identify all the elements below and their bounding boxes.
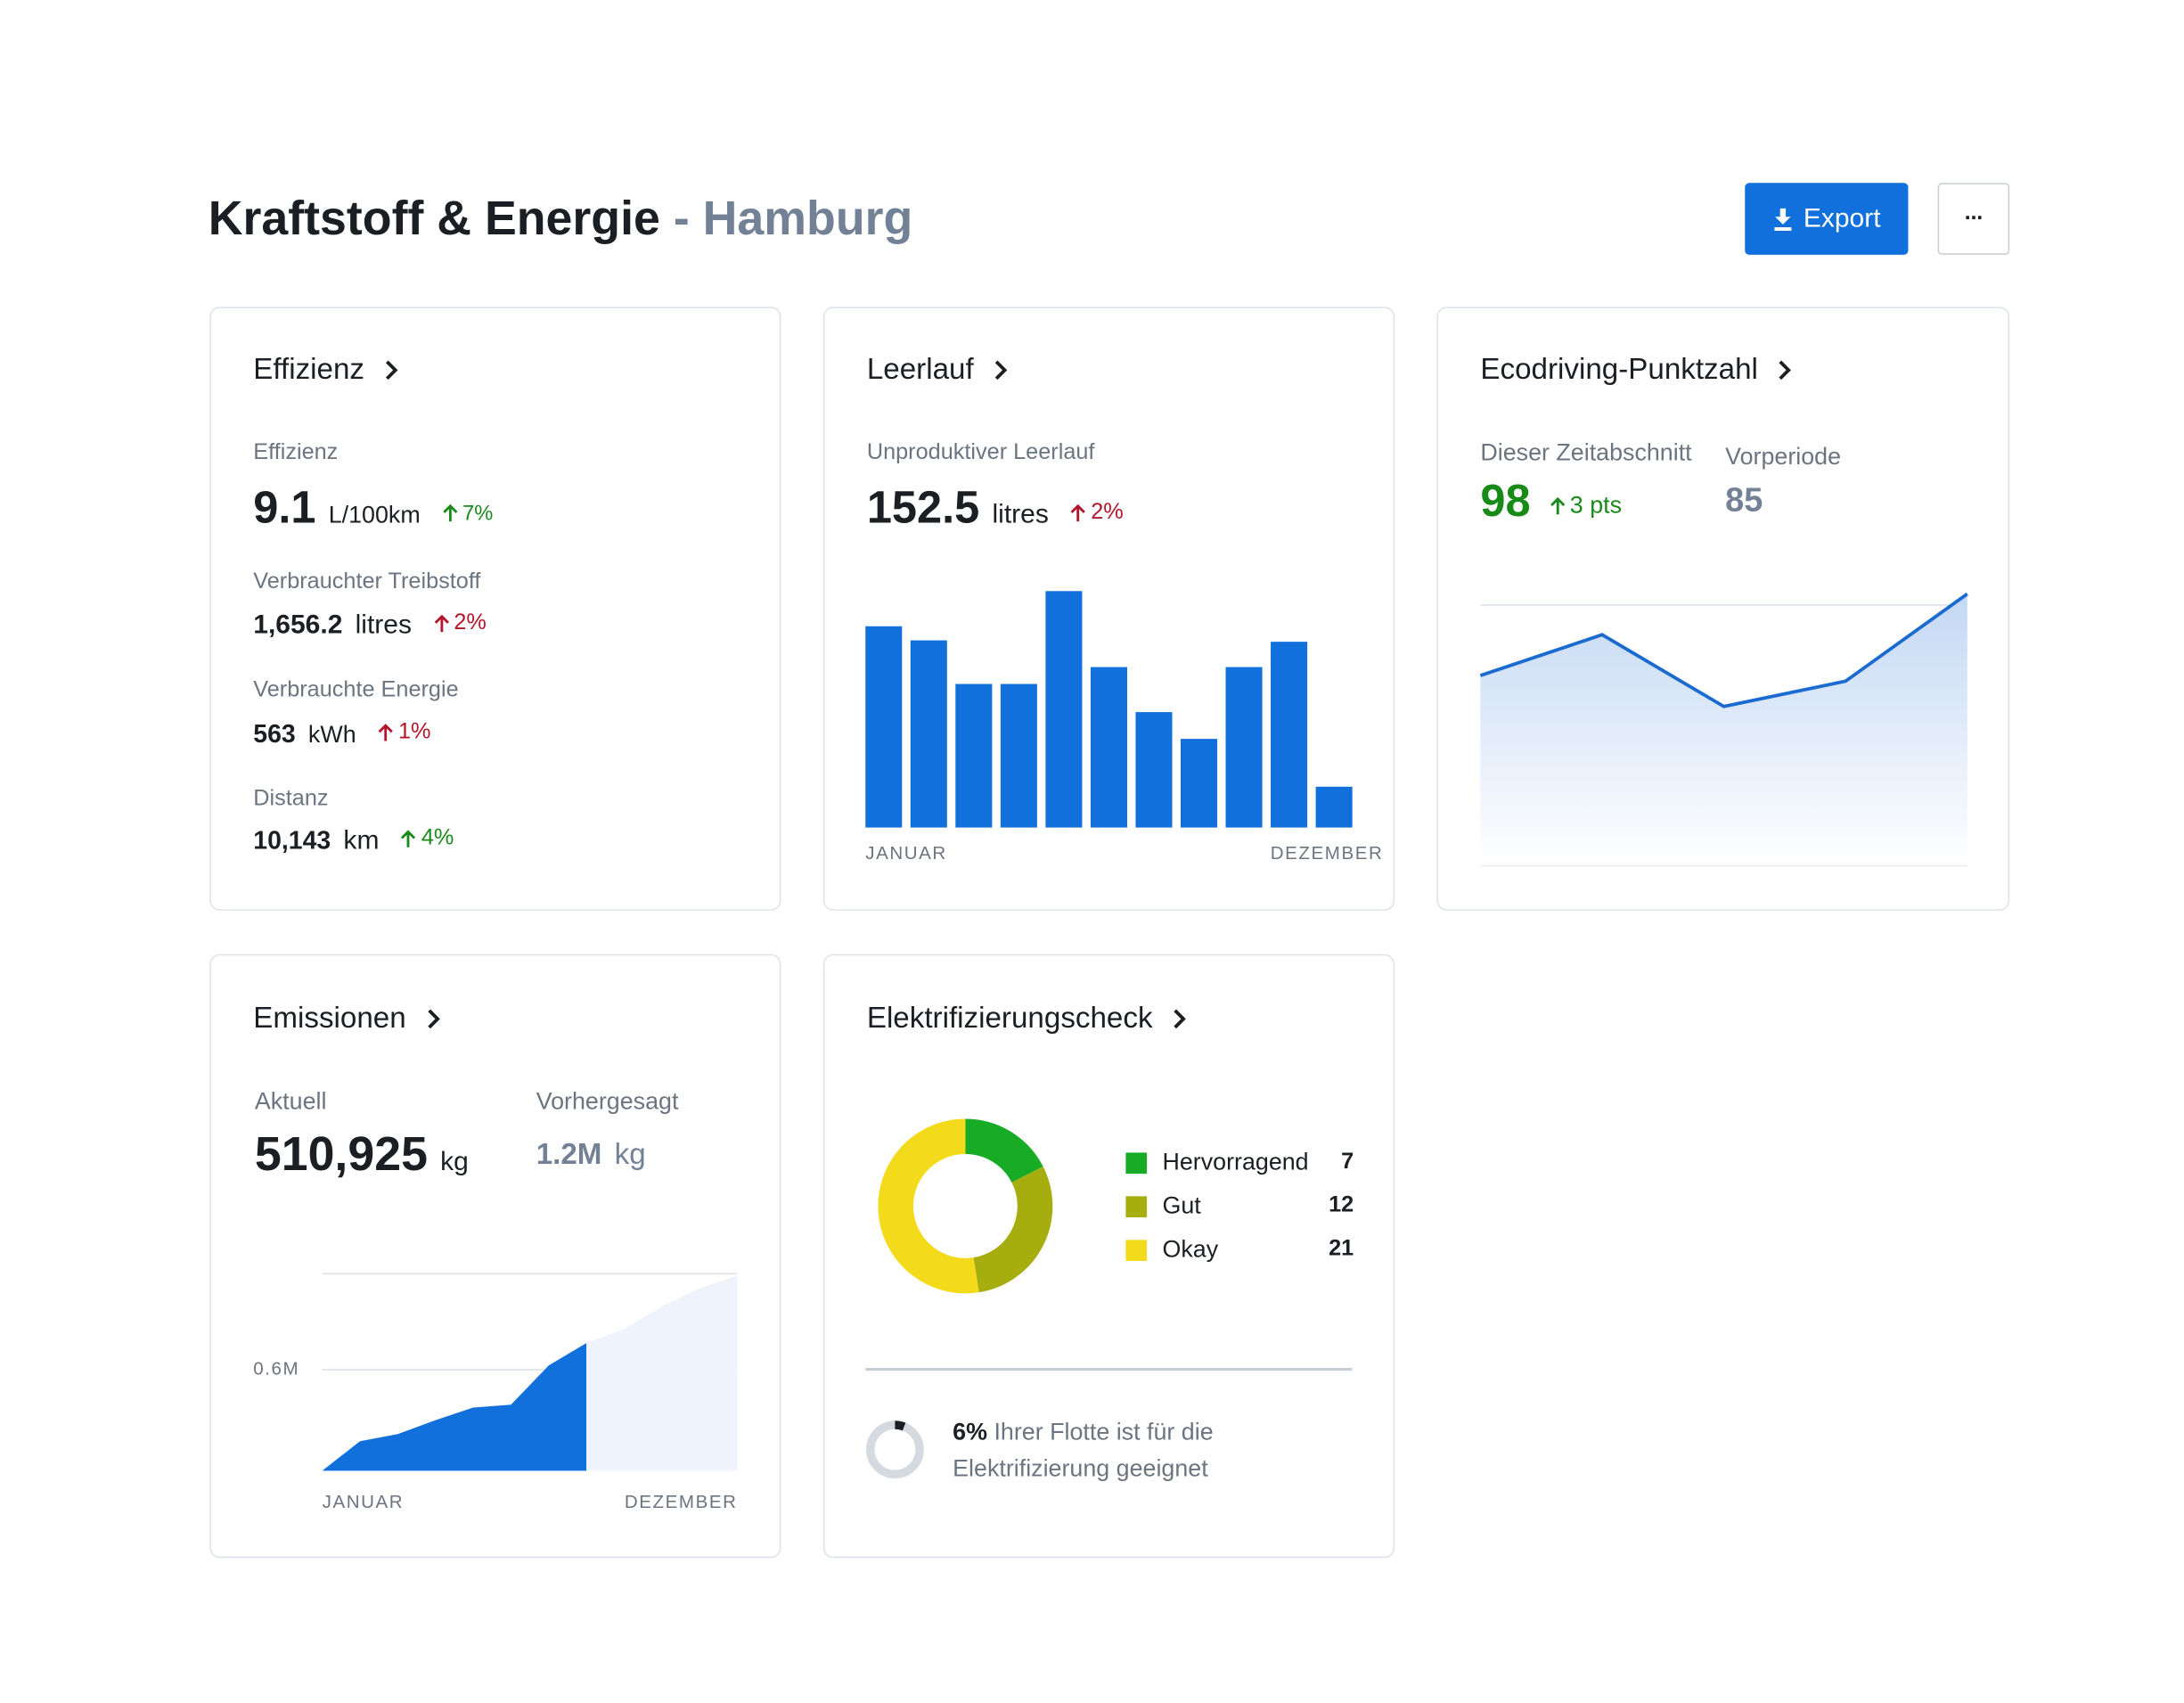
change-indicator: 7% — [441, 501, 493, 525]
legend-value: 12 — [1329, 1193, 1354, 1218]
swatch — [1125, 1195, 1148, 1217]
legend-item: Gut 12 — [1125, 1192, 1354, 1221]
title: Ecodriving-Punktzahl — [1480, 353, 1758, 386]
arrow-up — [442, 504, 457, 522]
chevron — [1174, 1009, 1186, 1029]
change: 2% — [1091, 500, 1124, 525]
change-indicator: 2% — [433, 610, 487, 635]
percentage: 6% — [953, 1418, 987, 1445]
export-button[interactable]: Export — [1745, 183, 1909, 255]
score: 98 — [1480, 474, 1531, 526]
metric-value: 510,925 — [254, 1127, 428, 1182]
title: Leerlauf — [866, 353, 974, 386]
change-indicator: 3 pts — [1549, 492, 1622, 520]
metric-value: 1.2M — [536, 1138, 602, 1171]
change: 1% — [398, 719, 431, 744]
arrow-up — [434, 614, 449, 633]
card-title[interactable]: Ecodriving-Punktzahl — [1480, 353, 1792, 387]
metric-unit: L/100km — [328, 502, 421, 529]
legend-item: Hervorragend 7 — [1125, 1149, 1354, 1177]
chevron — [385, 360, 398, 381]
legend-label: Okay — [1162, 1235, 1219, 1263]
suitability-note: 6% Ihrer Flotte ist für die Elektrifizie… — [953, 1414, 1256, 1487]
card-title[interactable]: Elektrifizierungscheck — [867, 1002, 1187, 1036]
legend-item: Okay 21 — [1125, 1236, 1354, 1265]
chevron — [994, 360, 1008, 381]
change: 4% — [421, 826, 454, 850]
change: 2% — [454, 610, 487, 635]
chevron — [427, 1009, 440, 1029]
metric-label: Distanz — [253, 786, 329, 811]
metric-unit: litres — [355, 610, 412, 641]
metric-label: Vorhergesagt — [536, 1087, 679, 1115]
card-emissionen — [209, 954, 781, 1559]
metric-label: Unproduktiver Leerlauf — [866, 440, 1095, 465]
legend-value: 7 — [1341, 1150, 1354, 1175]
arrow-up — [1070, 504, 1086, 522]
metric-label: Effizienz — [253, 440, 339, 465]
metric-value: 10,143 — [253, 826, 331, 855]
title: Elektrifizierungscheck — [866, 1002, 1153, 1035]
more-label: ··· — [1964, 206, 1984, 231]
arrow-up — [401, 830, 416, 847]
card-effizienz — [209, 307, 781, 911]
metric-value: 563 — [253, 719, 296, 749]
metric-value: 152.5 — [866, 481, 980, 533]
metric-value: 1,656.2 — [253, 610, 343, 641]
change: 7% — [462, 501, 494, 526]
change: 3 pts — [1569, 491, 1623, 519]
chevron — [1779, 360, 1792, 381]
location: Hamburg — [702, 192, 913, 246]
swatch — [1125, 1151, 1148, 1174]
legend-label: Gut — [1162, 1191, 1201, 1219]
metric-unit: kg — [614, 1138, 646, 1171]
metric-label: Dieser Zeitabschnitt — [1480, 438, 1692, 466]
card-title[interactable]: Effizienz — [253, 353, 398, 387]
legend-value: 21 — [1329, 1237, 1354, 1262]
export-label: Export — [1803, 203, 1881, 233]
metric-label: Verbrauchte Energie — [253, 678, 459, 703]
page-title: Kraftstoff & Energie - Hamburg — [209, 192, 913, 248]
metric-unit: kg — [440, 1147, 469, 1178]
swatch — [1125, 1239, 1148, 1261]
metric-label: Verbrauchter Treibstoff — [253, 569, 481, 594]
download-icon — [1773, 207, 1791, 231]
metric-label: Aktuell — [254, 1087, 327, 1115]
change-indicator: 2% — [1070, 500, 1124, 525]
metric-unit: km — [343, 826, 380, 856]
card-title[interactable]: Leerlauf — [867, 353, 1008, 387]
more-button[interactable]: ··· — [1937, 183, 2010, 255]
metric-label: Vorperiode — [1725, 443, 1842, 471]
title: Kraftstoff & Energie — [208, 192, 660, 246]
card-title[interactable]: Emissionen — [253, 1002, 440, 1036]
arrow-up — [1550, 496, 1565, 515]
title: Effizienz — [253, 353, 365, 386]
card-leerlauf — [822, 307, 1395, 911]
arrow-up — [378, 724, 393, 741]
divider — [865, 1368, 1353, 1371]
metric-unit: litres — [992, 500, 1049, 530]
metric-value: 9.1 — [253, 481, 316, 533]
metric-unit: kWh — [307, 721, 356, 749]
card-ecodriving — [1436, 307, 2010, 911]
change-indicator: 4% — [400, 826, 454, 851]
change-indicator: 1% — [377, 719, 431, 745]
note: Ihrer Flotte ist für die Elektrifizierun… — [953, 1418, 1214, 1482]
separator: - — [673, 192, 690, 246]
title: Emissionen — [253, 1002, 406, 1035]
legend-label: Hervorragend — [1162, 1148, 1309, 1175]
previous-score: 85 — [1725, 481, 1763, 520]
